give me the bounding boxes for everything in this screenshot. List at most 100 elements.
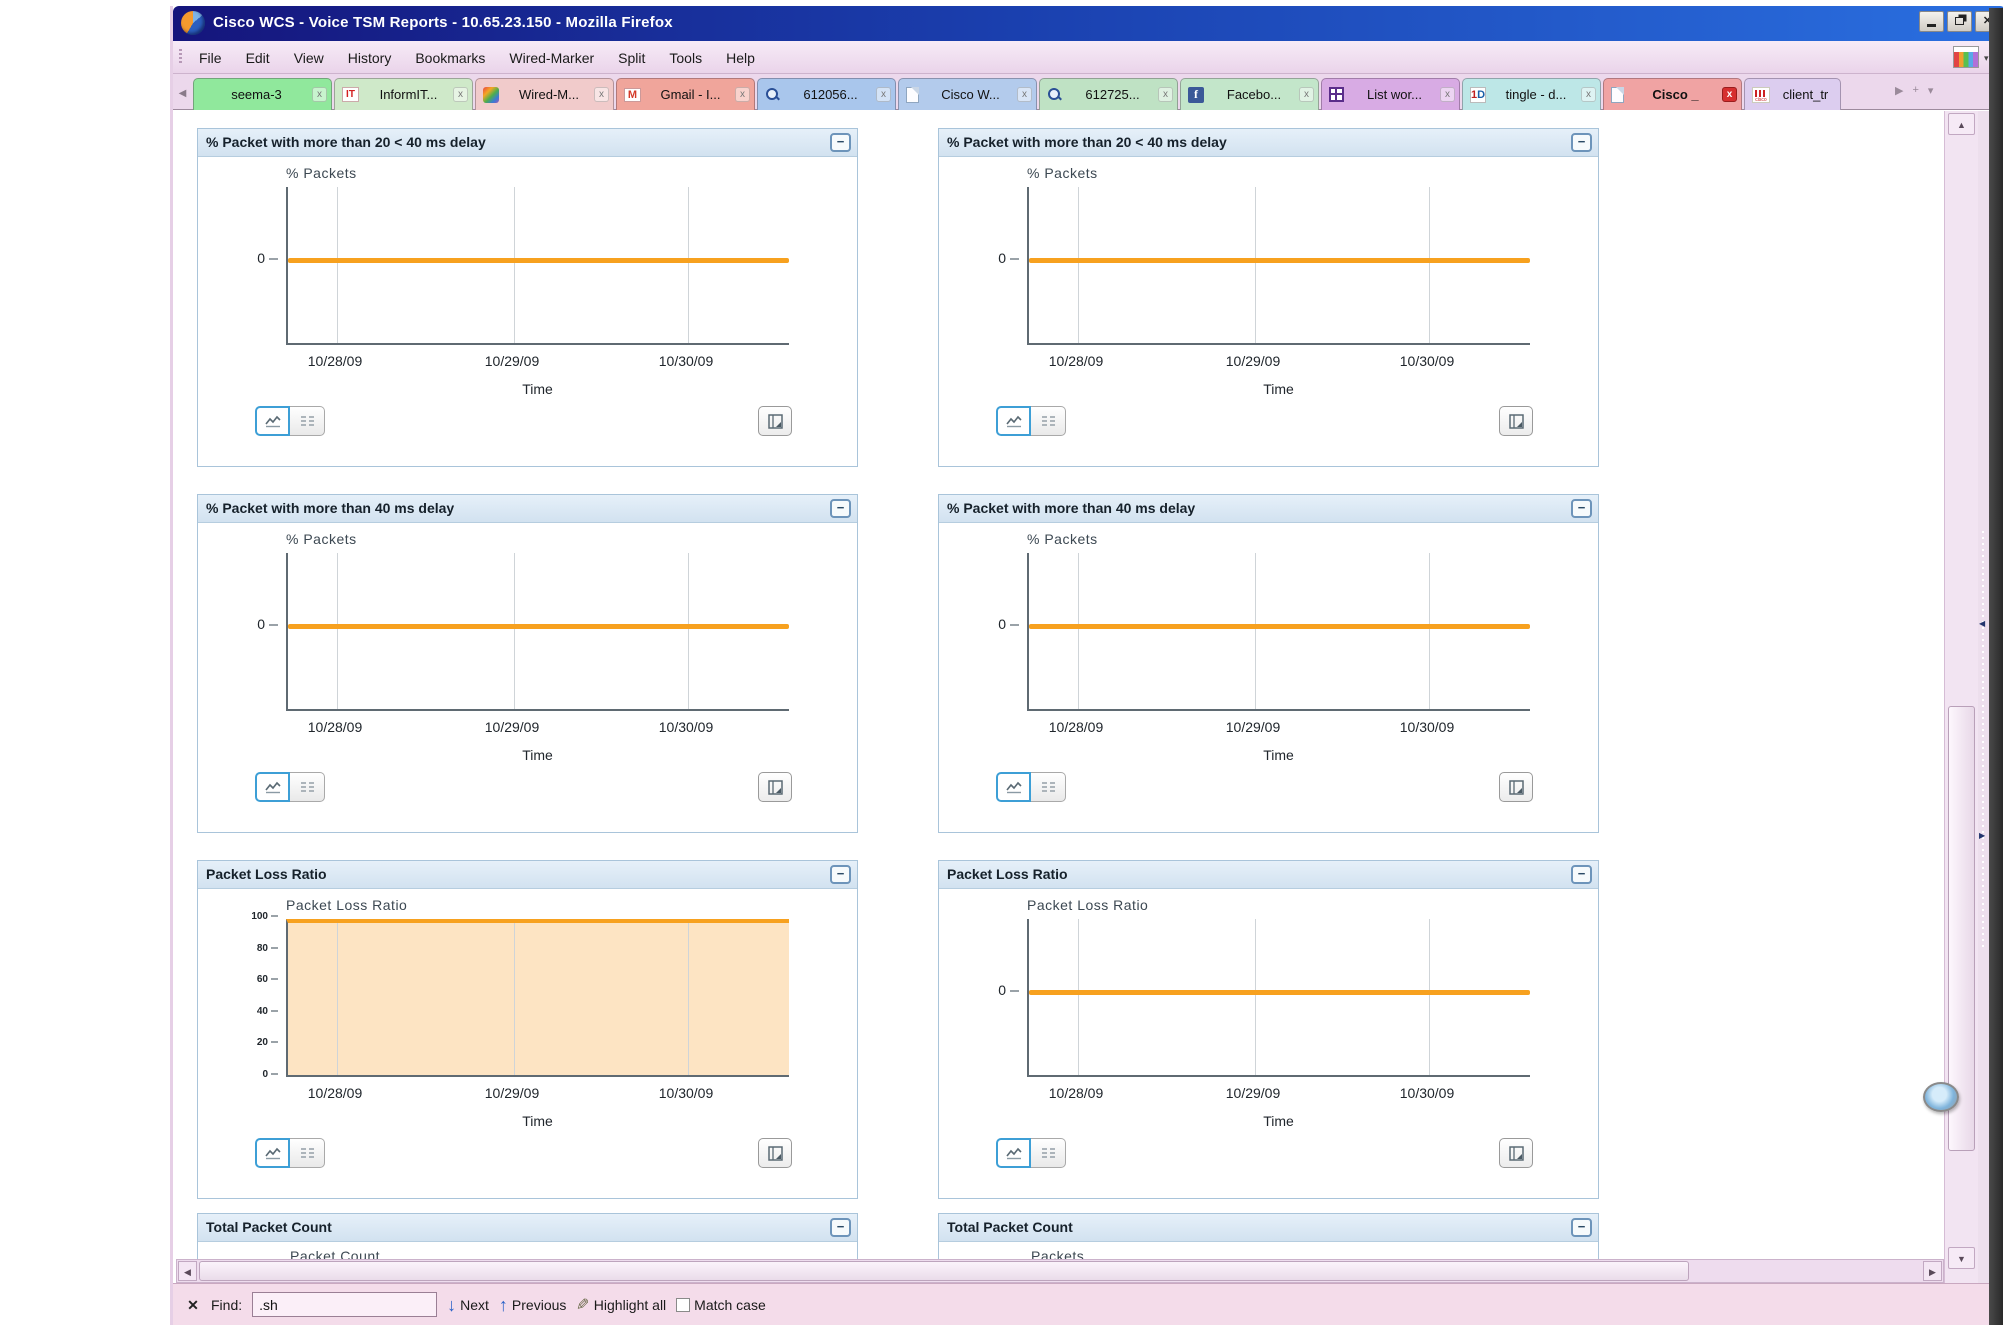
scroll-up-arrow[interactable]: ▲ [1948,113,1975,135]
menu-split[interactable]: Split [618,49,646,66]
find-previous-button[interactable]: ↑ Previous [498,1294,566,1315]
tab-close-icon[interactable]: x [876,87,891,102]
chart-view-button[interactable] [996,772,1031,802]
export-button[interactable] [758,406,792,436]
tab-seema-3[interactable]: seema-3 x [193,78,332,110]
tab-close-icon[interactable]: x [1440,87,1455,102]
tab-tingle[interactable]: 1D tingle - d... x [1462,78,1601,110]
minimize-button[interactable] [1919,11,1944,32]
tab-list-works[interactable]: List wor... x [1321,78,1460,110]
find-input[interactable] [252,1292,438,1317]
collapse-panel-button[interactable]: − [1571,499,1592,518]
collapse-panel-button[interactable]: − [1571,133,1592,152]
match-case-control[interactable]: Match case [676,1297,766,1313]
page-icon [906,86,919,103]
collapse-panel-button[interactable]: − [1571,865,1592,884]
restore-button[interactable] [1947,11,1972,32]
menu-view[interactable]: View [293,49,324,66]
menu-edit[interactable]: Edit [245,49,270,66]
export-button[interactable] [1499,1138,1533,1168]
tab-label: Cisco W... [941,87,1000,102]
export-icon [767,413,783,429]
tab-612056[interactable]: 612056... x [757,78,896,110]
x-tick-label: 10/30/09 [1399,353,1455,369]
y-axis-title: Packets [1031,1248,1085,1259]
collapse-panel-button[interactable]: − [1571,1218,1592,1237]
tab-informit[interactable]: IT InformIT... x [334,78,473,110]
table-view-button[interactable] [1031,1138,1066,1168]
tab-close-icon[interactable]: x [1581,87,1596,102]
tab-facebook[interactable]: f Facebo... x [1180,78,1319,110]
collapse-panel-button[interactable]: − [830,133,851,152]
splitter-collapse-icon[interactable]: ◀ [1979,619,1986,628]
find-close-icon[interactable]: ✕ [187,1296,199,1313]
panel-header: % Packet with more than 40 ms delay − [939,495,1598,523]
match-case-checkbox[interactable] [676,1297,691,1312]
chart-view-button[interactable] [996,406,1031,436]
find-next-button[interactable]: ↓ Next [447,1294,489,1315]
table-icon [1041,1147,1055,1158]
collapse-panel-button[interactable]: − [830,865,851,884]
palette-caret-icon[interactable]: ▾ [1984,53,1989,63]
table-view-button[interactable] [1031,406,1066,436]
tab-close-icon[interactable]: x [453,87,468,102]
collapse-panel-button[interactable]: − [830,1218,851,1237]
series-line [1029,258,1530,263]
table-view-button[interactable] [290,772,325,802]
up-arrow-icon: ↑ [498,1294,508,1315]
down-arrow-icon: ↓ [447,1294,457,1315]
tab-cisco-w[interactable]: Cisco W... x [898,78,1037,110]
splitter-expand-icon[interactable]: ▶ [1979,831,1986,840]
tab-close-icon[interactable]: x [735,87,750,102]
highlight-all-button[interactable]: ✎ Highlight all [576,1295,666,1315]
export-button[interactable] [1499,772,1533,802]
menu-history[interactable]: History [347,49,392,66]
export-button[interactable] [1499,406,1533,436]
table-view-button[interactable] [290,406,325,436]
tab-close-icon[interactable]: x [1017,87,1032,102]
toolbar-grip[interactable] [179,49,182,65]
collapse-panel-button[interactable]: − [830,499,851,518]
chart-view-button[interactable] [996,1138,1031,1168]
chart-view-button[interactable] [255,772,290,802]
tab-close-icon[interactable]: x [1299,87,1314,102]
menu-tools[interactable]: Tools [669,49,703,66]
scroll-down-arrow[interactable]: ▼ [1948,1247,1975,1269]
menu-help[interactable]: Help [726,49,755,66]
panel-title: Packet Loss Ratio [206,866,327,882]
tab-gmail[interactable]: M Gmail - I... x [616,78,755,110]
menu-bookmarks[interactable]: Bookmarks [415,49,486,66]
chart-view-button[interactable] [255,406,290,436]
chart-view-button[interactable] [255,1138,290,1168]
export-button[interactable] [758,1138,792,1168]
horizontal-scrollbar[interactable]: ◀ ▶ [176,1259,1944,1283]
tab-close-icon[interactable]: x [1158,87,1173,102]
menu-wired-marker[interactable]: Wired-Marker [509,49,595,66]
tab-scroll-left-button[interactable]: ◀ [178,88,187,99]
sidebar-splitter[interactable]: ◀ ▶ [1978,111,1989,1283]
table-view-button[interactable] [290,1138,325,1168]
theme-palette-icon[interactable] [1953,46,1979,68]
vertical-scrollbar-thumb[interactable] [1948,706,1975,1151]
series-line [288,258,789,263]
scroll-left-arrow[interactable]: ◀ [178,1261,197,1281]
tab-close-icon[interactable]: x [312,87,327,102]
tab-wired-marker[interactable]: Wired-M... x [475,78,614,110]
tab-close-icon[interactable]: x [1722,87,1737,102]
export-button[interactable] [758,772,792,802]
scroll-right-arrow[interactable]: ▶ [1923,1261,1942,1281]
tab-close-icon[interactable]: x [594,87,609,102]
tab-cisco-active[interactable]: Cisco _ x [1603,78,1742,110]
table-view-button[interactable] [1031,772,1066,802]
new-tab-button[interactable]: + [1912,84,1919,96]
x-tick-label: 10/28/09 [307,353,363,369]
menu-file[interactable]: File [199,49,222,66]
tab-612725[interactable]: 612725... x [1039,78,1178,110]
series-line [1029,624,1530,629]
list-all-tabs-button[interactable]: ▾ [1927,85,1934,97]
tab-client-tr[interactable]: cisco client_tr [1744,78,1841,110]
tab-scroll-right-button[interactable]: ▶ [1895,85,1904,97]
panel-title: Total Packet Count [206,1219,332,1235]
view-toggle [996,406,1066,436]
horizontal-scrollbar-thumb[interactable] [199,1261,1689,1281]
